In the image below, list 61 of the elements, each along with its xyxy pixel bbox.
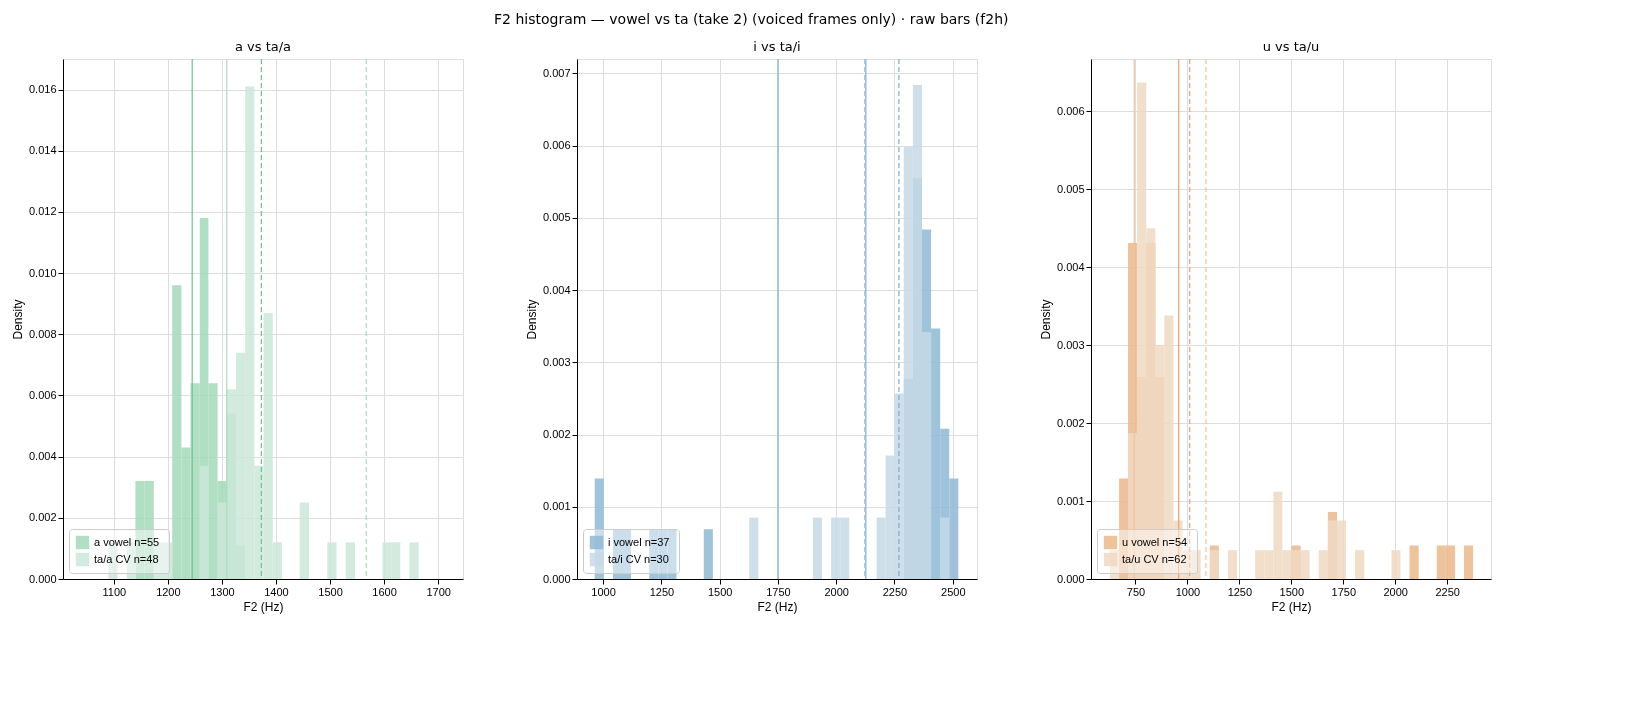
x-tick-label: 1000 bbox=[1175, 585, 1201, 598]
y-tick-label: 0.001 bbox=[542, 500, 571, 513]
chart-title: i vs ta/i bbox=[753, 39, 801, 55]
x-tick-label: 1200 bbox=[156, 585, 181, 598]
y-tick-label: 0.007 bbox=[542, 66, 571, 79]
y-tick-label: 0.016 bbox=[28, 83, 57, 96]
y-axis-title: Density bbox=[524, 299, 539, 340]
legend-label: i vowel n=37 bbox=[608, 535, 670, 548]
y-tick-label: 0.002 bbox=[542, 428, 571, 441]
x-axis-title: F2 (Hz) bbox=[243, 599, 284, 614]
y-axis-title: Density bbox=[10, 299, 25, 340]
y-tick-label: 0.005 bbox=[1056, 182, 1085, 195]
x-tick-label: 1500 bbox=[707, 585, 733, 598]
y-tick-label: 0.002 bbox=[28, 511, 57, 524]
x-tick-label: 2000 bbox=[824, 585, 849, 598]
x-tick-label: 750 bbox=[1126, 585, 1146, 598]
y-tick-label: 0.004 bbox=[1056, 260, 1085, 273]
legend-label: ta/u CV n=62 bbox=[1122, 552, 1187, 565]
x-tick-label: 1100 bbox=[102, 585, 127, 598]
x-tick-label: 1250 bbox=[1227, 585, 1253, 598]
y-tick-label: 0.004 bbox=[28, 450, 57, 463]
y-tick-label: 0.006 bbox=[542, 139, 571, 152]
x-tick-label: 1400 bbox=[264, 585, 289, 598]
y-tick-label: 0.006 bbox=[1056, 104, 1085, 117]
y-tick-label: 0.001 bbox=[1056, 494, 1085, 507]
x-tick-label: 1500 bbox=[1279, 585, 1305, 598]
y-tick-label: 0.000 bbox=[542, 572, 571, 585]
y-tick-label: 0.002 bbox=[1056, 416, 1085, 429]
x-tick-label: 2500 bbox=[941, 585, 966, 598]
x-tick-label: 1300 bbox=[210, 585, 235, 598]
x-tick-label: 1000 bbox=[591, 585, 616, 598]
legend-label: ta/i CV n=30 bbox=[608, 552, 669, 565]
y-tick-label: 0.006 bbox=[28, 388, 57, 401]
x-tick-label: 1600 bbox=[372, 585, 397, 598]
x-tick-label: 1750 bbox=[1331, 585, 1356, 598]
x-tick-label: 2000 bbox=[1383, 585, 1408, 598]
chart-title: u vs ta/u bbox=[1262, 39, 1320, 55]
x-axis-title: F2 (Hz) bbox=[757, 599, 798, 614]
x-tick-label: 1500 bbox=[318, 585, 343, 598]
legend-label: a vowel n=55 bbox=[94, 535, 160, 548]
y-tick-label: 0.003 bbox=[542, 355, 571, 368]
y-tick-label: 0.005 bbox=[542, 211, 571, 224]
x-tick-label: 2250 bbox=[1435, 585, 1460, 598]
y-tick-label: 0.008 bbox=[28, 327, 57, 340]
y-tick-label: 0.012 bbox=[28, 205, 57, 218]
legend-label: u vowel n=54 bbox=[1122, 535, 1188, 548]
x-tick-label: 1750 bbox=[766, 585, 791, 598]
x-tick-label: 2250 bbox=[882, 585, 908, 598]
y-tick-label: 0.010 bbox=[28, 266, 57, 279]
y-tick-label: 0.000 bbox=[28, 572, 57, 585]
text: F2 histogram — vowel vs ta (take 2) (voiced frames only) · raw bars (f2h) bbox=[493, 10, 1009, 27]
y-tick-label: 0.014 bbox=[28, 144, 57, 157]
y-tick-label: 0.003 bbox=[1056, 338, 1085, 351]
legend-label: ta/a CV n=48 bbox=[94, 552, 159, 565]
y-tick-label: 0.004 bbox=[542, 283, 571, 296]
y-tick-label: 0.000 bbox=[1056, 572, 1085, 585]
x-tick-label: 1250 bbox=[649, 585, 675, 598]
chart-title: a vs ta/a bbox=[234, 39, 292, 55]
y-axis-title: Density bbox=[1038, 299, 1053, 340]
x-axis-title: F2 (Hz) bbox=[1271, 599, 1312, 614]
x-tick-label: 1700 bbox=[426, 585, 451, 598]
